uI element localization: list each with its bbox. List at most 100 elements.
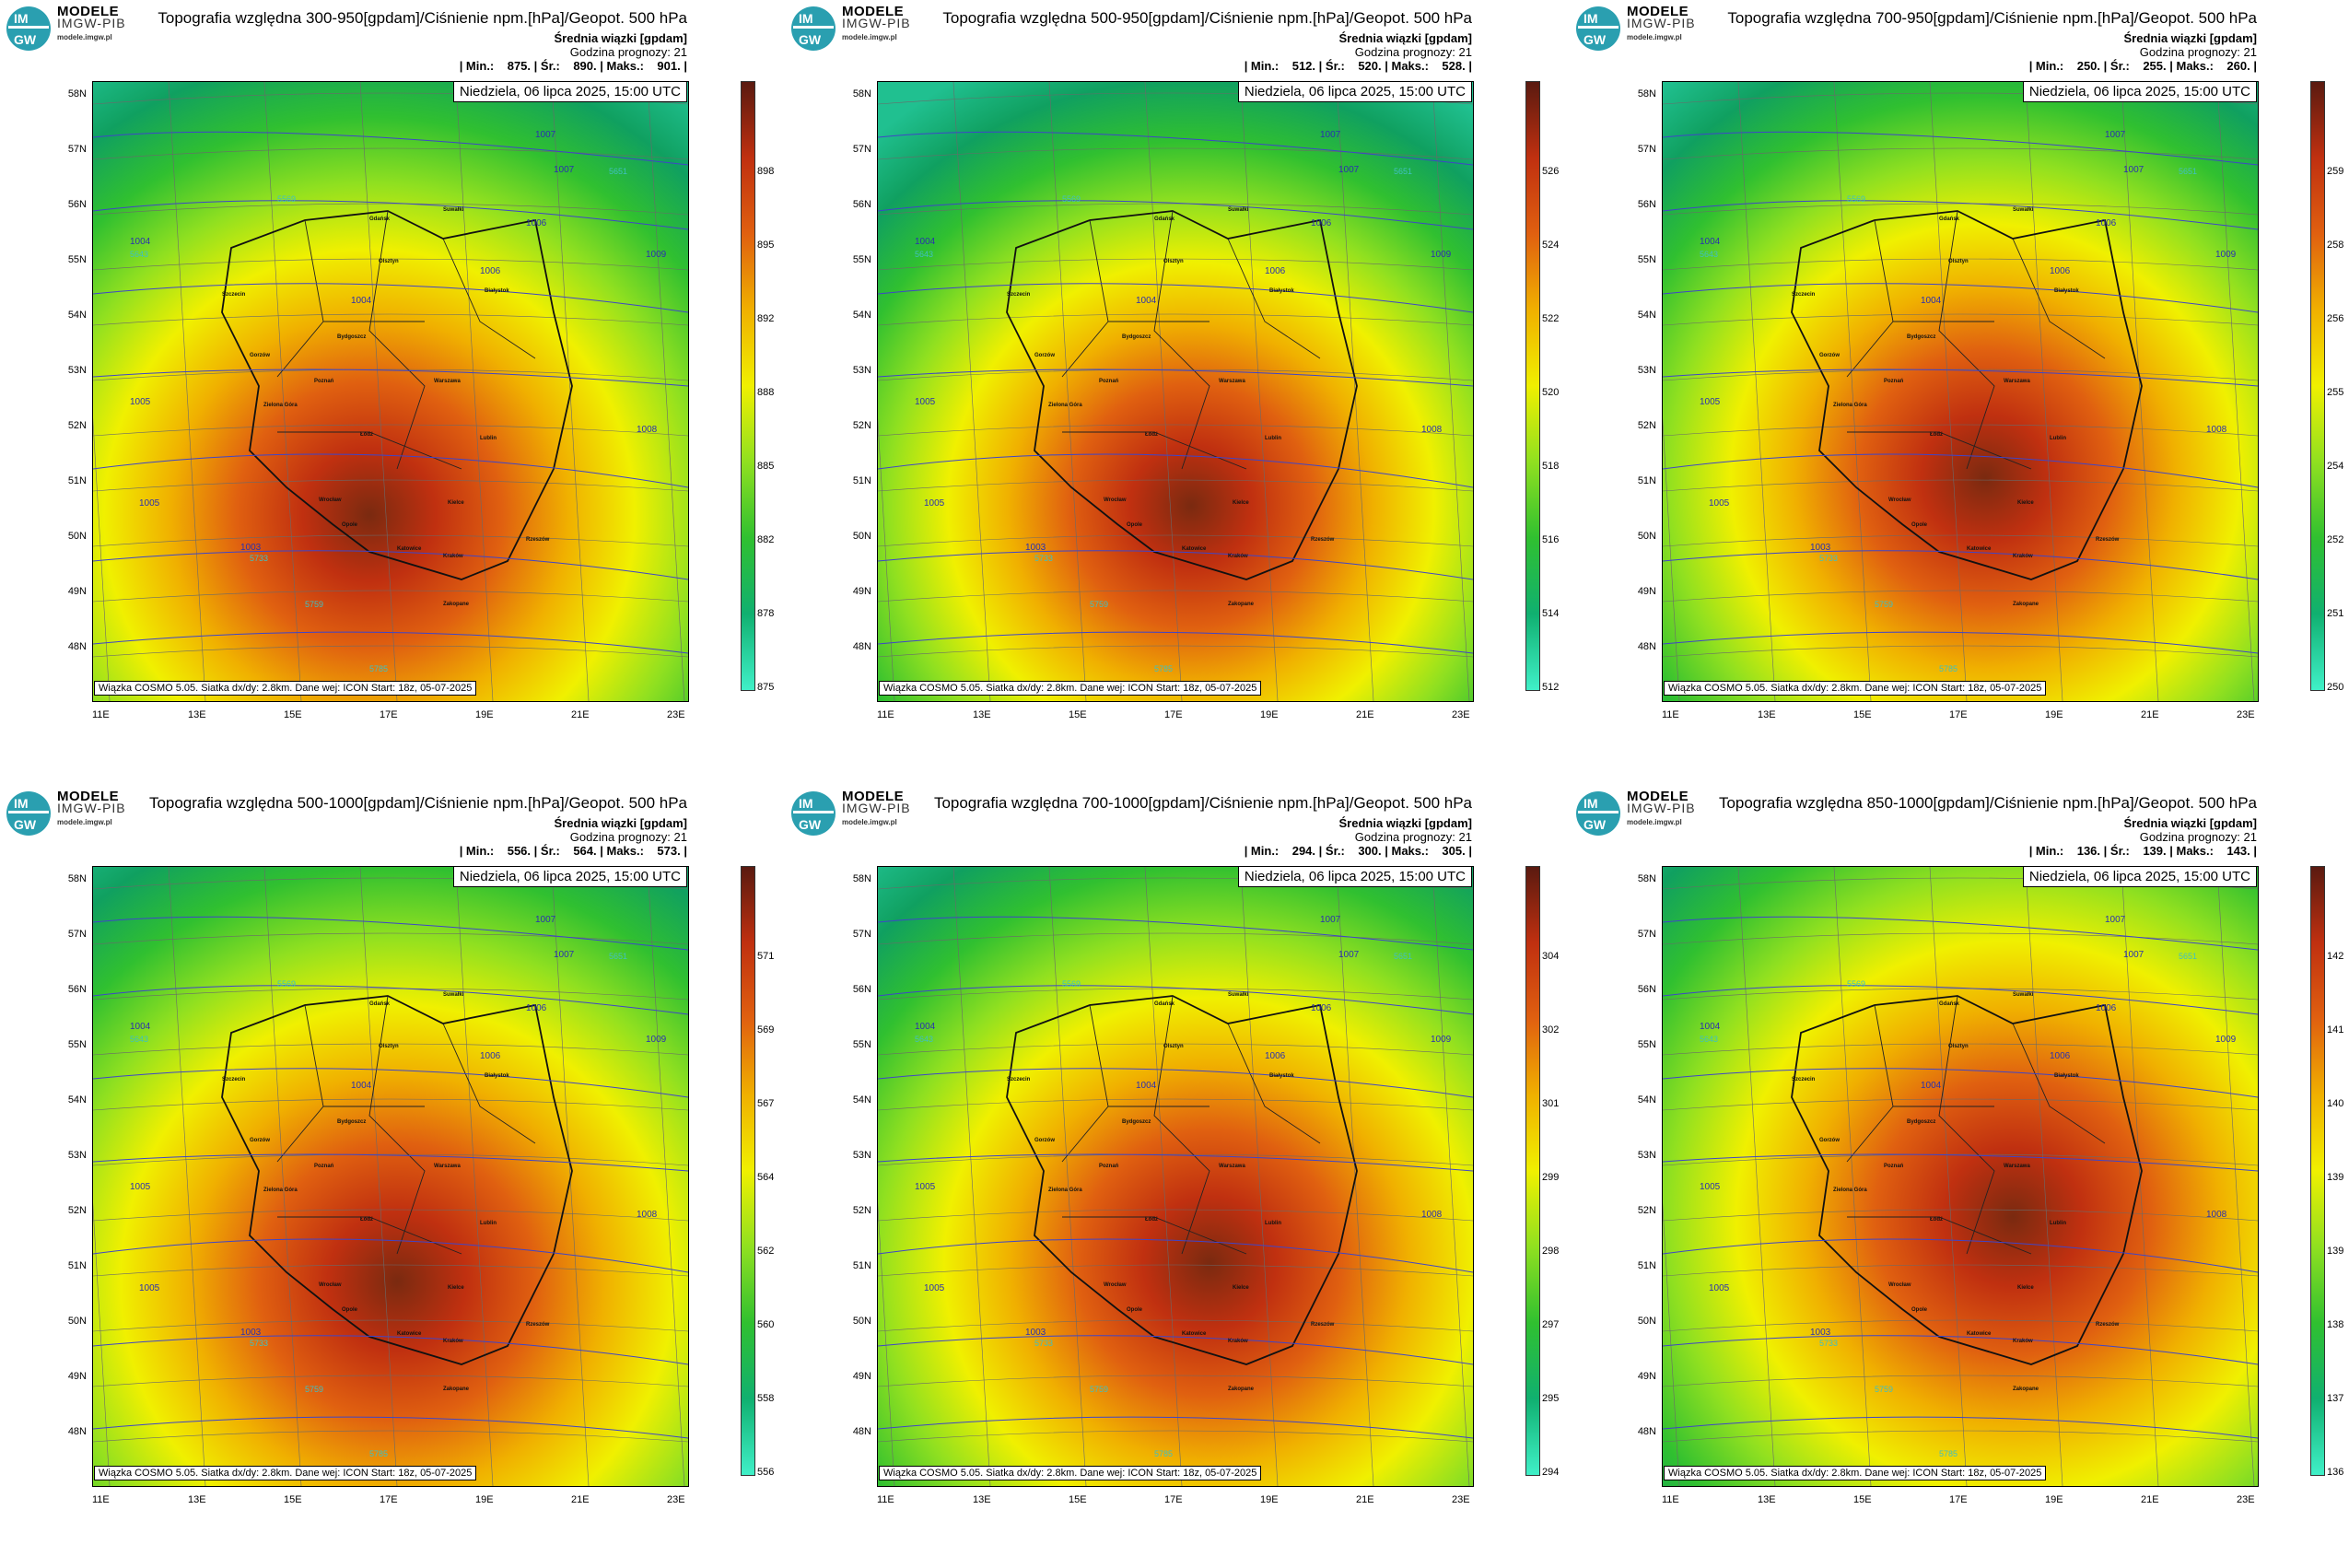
stat-min-value: 875.	[507, 59, 532, 73]
geopotential-label: 5651	[2179, 167, 2197, 176]
latitude-label: 55N	[852, 1039, 871, 1050]
city-label: Bydgoszcz	[1907, 334, 1935, 340]
colorbar-tick-label: 142	[2327, 951, 2344, 962]
latitude-label: 49N	[67, 1371, 87, 1382]
latitude-label: 53N	[1637, 365, 1656, 376]
geopotential-label: 5643	[915, 1035, 933, 1044]
field-shading	[878, 867, 1473, 1486]
longitude-label: 13E	[973, 709, 991, 720]
forecast-map: 1006 1007 1004 1003 1008 1009 1005 1006 1007 1004…	[1663, 82, 2258, 701]
logo-text-bottom: GW	[14, 32, 37, 47]
region-borders	[1061, 995, 1321, 1255]
latitude-label: 57N	[67, 929, 87, 940]
parallel-line	[1663, 1209, 2258, 1222]
city-label: Opole	[342, 522, 358, 528]
city-label: Rzeszów	[2096, 537, 2120, 543]
parallel-line	[93, 479, 688, 492]
colorbar	[2310, 866, 2325, 1476]
imgw-logo: IM GW	[791, 6, 836, 51]
isobar-line	[93, 550, 688, 580]
colorbar-tick-label: 139	[2327, 1246, 2344, 1257]
colorbar-tick-label: 138	[2327, 1319, 2344, 1330]
colorbar-tick-label: 254	[2327, 461, 2344, 472]
city-label: Szczecin	[222, 1077, 246, 1082]
meridian-line	[1929, 82, 1968, 701]
valid-date-box: Niedziela, 06 lipca 2025, 15:00 UTC	[2022, 81, 2257, 102]
brand-text: MODELE IMGW-PIB modele.imgw.pl	[842, 5, 911, 43]
panel-subtitle-ensemble: Średnia wiązki [gpdam]	[1338, 31, 1472, 45]
stat-avg-value: 520.	[1358, 59, 1382, 73]
parallel-line	[1663, 645, 2258, 658]
meridian-line	[359, 82, 398, 701]
brand-sub: IMGW-PIB	[1627, 801, 1696, 815]
meridian-line	[2216, 867, 2255, 1486]
meridian-line	[647, 82, 685, 701]
geopotential-label: 5569	[277, 979, 296, 989]
colorbar-tick-label: 512	[1542, 682, 1560, 693]
stat-max-label: | Maks.:	[1385, 844, 1429, 858]
isobar-label: 1004	[1700, 237, 1721, 247]
city-label: Wrocław	[1888, 497, 1911, 503]
city-label: Gorzów	[250, 1138, 270, 1143]
stat-max-value: 573.	[657, 844, 681, 858]
isobar-line	[93, 453, 688, 488]
panel-stats: | Min.: 556. | Śr.: 564. | Maks.: 573. |	[460, 844, 687, 858]
colorbar-tick-label: 526	[1542, 166, 1560, 177]
colorbar-tick-label: 259	[2327, 166, 2344, 177]
city-label: Gdańsk	[1154, 1001, 1175, 1007]
parallel-line	[878, 1319, 1473, 1332]
longitude-label: 11E	[877, 1494, 894, 1505]
geopotential-label: 5569	[277, 194, 296, 204]
city-label: Gorzów	[1034, 1138, 1055, 1143]
city-label: Olsztyn	[1163, 259, 1184, 264]
meridian-line	[1048, 82, 1087, 701]
stat-avg-label: | Śr.:	[1318, 844, 1345, 858]
latitude-label: 56N	[67, 984, 87, 995]
colorbar-tick-label: 888	[757, 387, 775, 398]
stat-avg-label: | Śr.:	[2103, 59, 2130, 73]
brand-text: MODELE IMGW-PIB modele.imgw.pl	[842, 790, 911, 828]
parallel-line	[1663, 1264, 2258, 1277]
meridian-line	[1240, 867, 1279, 1486]
meridian-line	[168, 867, 206, 1486]
stat-avg-value: 255.	[2143, 59, 2167, 73]
isobar-line	[93, 369, 688, 387]
city-label: Olsztyn	[379, 1044, 399, 1049]
forecast-panel: IM GW MODELE IMGW-PIB modele.imgw.pl Top…	[0, 0, 783, 783]
stat-avg-label: | Śr.:	[533, 59, 560, 73]
isobar-line	[1663, 1153, 2258, 1172]
isobar-line	[1663, 1068, 2258, 1098]
isobar-label: 1004	[1921, 1081, 1942, 1091]
parallel-line	[93, 1430, 688, 1443]
meridian-line	[455, 867, 494, 1486]
model-info-footer: Wiązka COSMO 5.05. Siatka dx/dy: 2.8km. …	[94, 1466, 477, 1480]
geopotential-label: 5643	[1700, 1035, 1718, 1044]
latitude-label: 54N	[67, 310, 87, 321]
region-borders	[1846, 995, 2106, 1255]
parallel-line	[878, 1430, 1473, 1443]
parallel-line	[878, 932, 1473, 945]
stat-end: |	[684, 844, 687, 858]
meridian-line	[952, 82, 991, 701]
country-border	[1006, 995, 1358, 1365]
parallel-line	[878, 645, 1473, 658]
panel-stats: | Min.: 875. | Śr.: 890. | Maks.: 901. |	[460, 59, 687, 73]
isobar-label: 1005	[130, 397, 151, 407]
isobar-label: 1007	[554, 950, 575, 960]
isobar-label: 1007	[535, 915, 556, 925]
isobar-label: 1009	[2215, 1035, 2237, 1045]
city-label: Rzeszów	[1311, 537, 1335, 543]
city-label: Zielona Góra	[1048, 1188, 1082, 1193]
city-label: Opole	[1127, 522, 1143, 528]
city-label: Wrocław	[1104, 1282, 1127, 1288]
stat-min-label: | Min.:	[2028, 844, 2064, 858]
city-label: Opole	[1127, 1307, 1143, 1313]
isobar-label: 1006	[1311, 1003, 1332, 1013]
country-border	[221, 995, 573, 1365]
isobar-label: 1004	[351, 296, 372, 306]
city-label: Łódź	[360, 432, 373, 438]
latitude-label: 53N	[852, 365, 871, 376]
parallel-line	[1663, 147, 2258, 160]
forecast-panel: IM GW MODELE IMGW-PIB modele.imgw.pl Top…	[1570, 785, 2349, 1568]
latitude-label: 53N	[67, 1150, 87, 1161]
